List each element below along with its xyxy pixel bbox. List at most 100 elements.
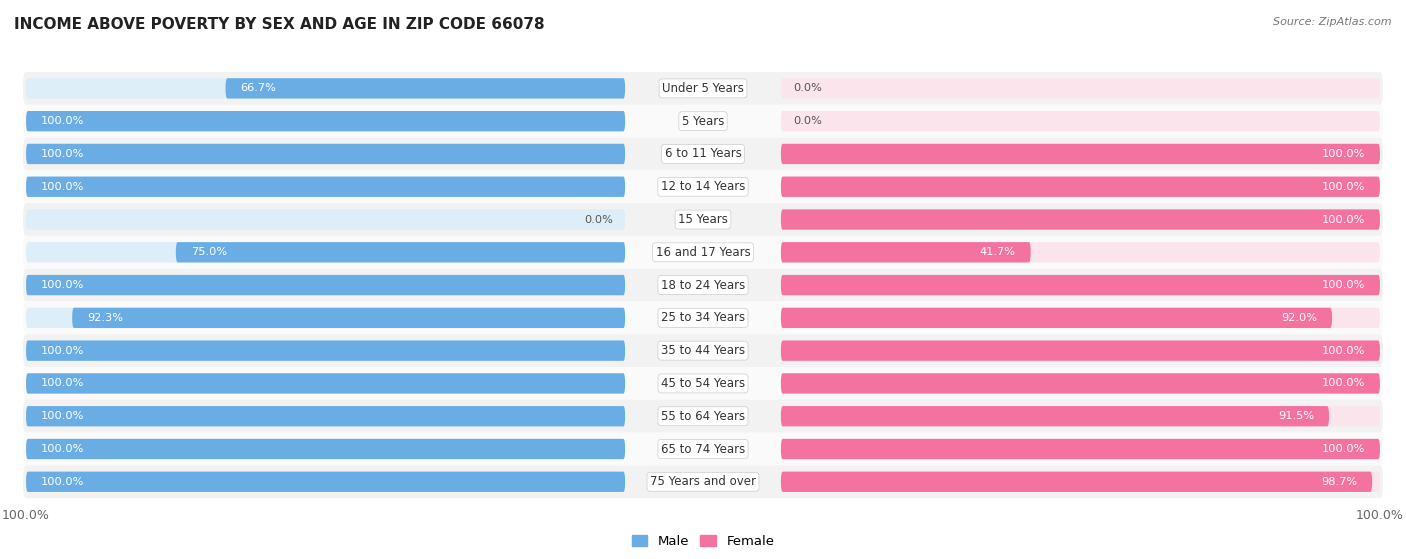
FancyBboxPatch shape — [27, 144, 626, 164]
Text: 65 to 74 Years: 65 to 74 Years — [661, 443, 745, 456]
Text: 100.0%: 100.0% — [41, 477, 84, 487]
Text: 100.0%: 100.0% — [1322, 149, 1365, 159]
Text: 41.7%: 41.7% — [980, 247, 1015, 257]
Text: 100.0%: 100.0% — [41, 280, 84, 290]
FancyBboxPatch shape — [780, 210, 1379, 230]
FancyBboxPatch shape — [27, 472, 626, 492]
Text: 100.0%: 100.0% — [41, 345, 84, 356]
Legend: Male, Female: Male, Female — [626, 529, 780, 553]
FancyBboxPatch shape — [27, 111, 626, 131]
FancyBboxPatch shape — [22, 334, 1384, 367]
Text: 100.0%: 100.0% — [41, 444, 84, 454]
Text: 92.3%: 92.3% — [87, 313, 124, 323]
FancyBboxPatch shape — [780, 275, 1379, 295]
Text: 16 and 17 Years: 16 and 17 Years — [655, 246, 751, 259]
FancyBboxPatch shape — [780, 373, 1379, 394]
FancyBboxPatch shape — [780, 242, 1379, 263]
FancyBboxPatch shape — [22, 466, 1384, 498]
Text: 75 Years and over: 75 Years and over — [650, 475, 756, 489]
Text: 18 to 24 Years: 18 to 24 Years — [661, 278, 745, 292]
FancyBboxPatch shape — [780, 439, 1379, 459]
Text: Source: ZipAtlas.com: Source: ZipAtlas.com — [1274, 17, 1392, 27]
FancyBboxPatch shape — [27, 144, 626, 164]
FancyBboxPatch shape — [780, 111, 1379, 131]
FancyBboxPatch shape — [27, 242, 626, 263]
Text: 100.0%: 100.0% — [41, 411, 84, 421]
FancyBboxPatch shape — [27, 472, 626, 492]
Text: 98.7%: 98.7% — [1322, 477, 1357, 487]
FancyBboxPatch shape — [780, 78, 1379, 98]
Text: 92.0%: 92.0% — [1281, 313, 1317, 323]
FancyBboxPatch shape — [22, 400, 1384, 433]
FancyBboxPatch shape — [27, 177, 626, 197]
Text: 75.0%: 75.0% — [191, 247, 226, 257]
Text: 0.0%: 0.0% — [585, 215, 613, 225]
Text: 100.0%: 100.0% — [41, 116, 84, 126]
FancyBboxPatch shape — [780, 275, 1379, 295]
Text: 15 Years: 15 Years — [678, 213, 728, 226]
FancyBboxPatch shape — [780, 242, 1031, 263]
FancyBboxPatch shape — [22, 236, 1384, 269]
Text: 100.0%: 100.0% — [1322, 280, 1365, 290]
FancyBboxPatch shape — [27, 210, 626, 230]
Text: 12 to 14 Years: 12 to 14 Years — [661, 180, 745, 193]
FancyBboxPatch shape — [780, 472, 1372, 492]
Text: 0.0%: 0.0% — [793, 116, 821, 126]
FancyBboxPatch shape — [22, 105, 1384, 138]
Text: 100.0%: 100.0% — [41, 378, 84, 389]
FancyBboxPatch shape — [22, 203, 1384, 236]
Text: 100.0%: 100.0% — [1322, 444, 1365, 454]
Text: 100.0%: 100.0% — [41, 182, 84, 192]
FancyBboxPatch shape — [22, 138, 1384, 170]
FancyBboxPatch shape — [22, 269, 1384, 301]
Text: 35 to 44 Years: 35 to 44 Years — [661, 344, 745, 357]
FancyBboxPatch shape — [780, 340, 1379, 361]
Text: 100.0%: 100.0% — [41, 149, 84, 159]
Text: INCOME ABOVE POVERTY BY SEX AND AGE IN ZIP CODE 66078: INCOME ABOVE POVERTY BY SEX AND AGE IN Z… — [14, 17, 544, 32]
FancyBboxPatch shape — [27, 78, 626, 98]
Text: Under 5 Years: Under 5 Years — [662, 82, 744, 95]
FancyBboxPatch shape — [27, 439, 626, 459]
FancyBboxPatch shape — [22, 72, 1384, 105]
FancyBboxPatch shape — [27, 373, 626, 394]
Text: 6 to 11 Years: 6 to 11 Years — [665, 148, 741, 160]
FancyBboxPatch shape — [780, 177, 1379, 197]
FancyBboxPatch shape — [780, 472, 1379, 492]
Text: 100.0%: 100.0% — [1322, 182, 1365, 192]
FancyBboxPatch shape — [780, 307, 1379, 328]
FancyBboxPatch shape — [27, 340, 626, 361]
Text: 0.0%: 0.0% — [793, 83, 821, 93]
Text: 5 Years: 5 Years — [682, 115, 724, 127]
Text: 100.0%: 100.0% — [1322, 378, 1365, 389]
FancyBboxPatch shape — [780, 439, 1379, 459]
FancyBboxPatch shape — [780, 144, 1379, 164]
FancyBboxPatch shape — [27, 111, 626, 131]
FancyBboxPatch shape — [780, 406, 1329, 427]
Text: 100.0%: 100.0% — [1322, 215, 1365, 225]
Text: 66.7%: 66.7% — [240, 83, 277, 93]
FancyBboxPatch shape — [27, 275, 626, 295]
FancyBboxPatch shape — [780, 144, 1379, 164]
FancyBboxPatch shape — [27, 406, 626, 427]
FancyBboxPatch shape — [780, 177, 1379, 197]
FancyBboxPatch shape — [225, 78, 626, 98]
FancyBboxPatch shape — [27, 373, 626, 394]
FancyBboxPatch shape — [22, 367, 1384, 400]
FancyBboxPatch shape — [780, 373, 1379, 394]
Text: 55 to 64 Years: 55 to 64 Years — [661, 410, 745, 423]
FancyBboxPatch shape — [22, 433, 1384, 466]
FancyBboxPatch shape — [176, 242, 626, 263]
FancyBboxPatch shape — [27, 439, 626, 459]
FancyBboxPatch shape — [27, 406, 626, 427]
Text: 25 to 34 Years: 25 to 34 Years — [661, 311, 745, 324]
Text: 91.5%: 91.5% — [1278, 411, 1315, 421]
FancyBboxPatch shape — [22, 170, 1384, 203]
FancyBboxPatch shape — [780, 340, 1379, 361]
FancyBboxPatch shape — [27, 307, 626, 328]
FancyBboxPatch shape — [27, 275, 626, 295]
FancyBboxPatch shape — [72, 307, 626, 328]
Text: 45 to 54 Years: 45 to 54 Years — [661, 377, 745, 390]
FancyBboxPatch shape — [27, 177, 626, 197]
FancyBboxPatch shape — [27, 340, 626, 361]
FancyBboxPatch shape — [780, 406, 1379, 427]
